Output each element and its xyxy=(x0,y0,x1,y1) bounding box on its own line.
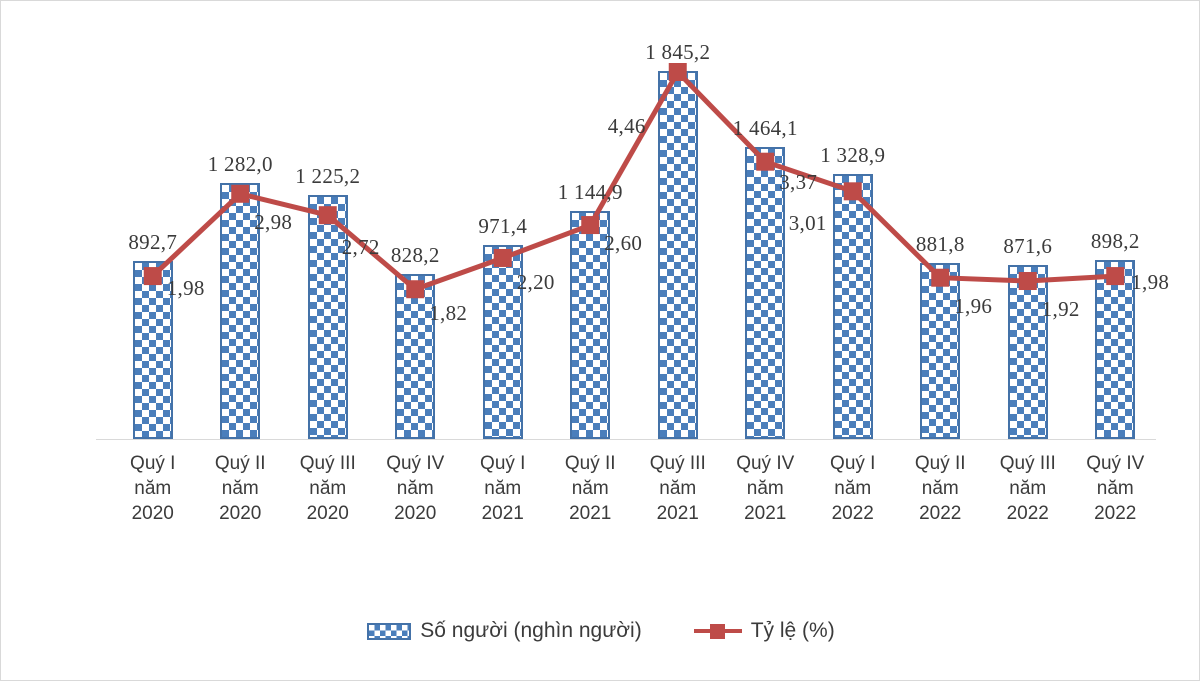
bar-4[interactable] xyxy=(395,273,436,439)
category-label-line: 2022 xyxy=(1094,503,1137,524)
category-label-line: 2021 xyxy=(744,503,787,524)
bar-value-label-12: 898,2 xyxy=(1090,228,1140,253)
category-label-9: Quý I năm 2022 xyxy=(809,451,897,526)
category-label-line: năm xyxy=(834,478,872,499)
bar-value-label-5: 971,4 xyxy=(478,214,528,239)
category-label-line: Quý III xyxy=(649,453,706,474)
category-label-line: năm xyxy=(659,478,697,499)
legend-item-bar-series[interactable]: Số người (nghìn người) xyxy=(367,619,642,643)
chart-legend: Số người (nghìn người) Tỷ lệ (%) xyxy=(1,619,1199,643)
category-label-line: Quý I xyxy=(130,453,176,474)
category-label-line: Quý IV xyxy=(386,453,445,474)
category-label-line: năm xyxy=(396,478,434,499)
bar-value-label-3: 1 225,2 xyxy=(295,163,361,188)
legend-item-line-series[interactable]: Tỷ lệ (%) xyxy=(693,619,835,643)
legend-item-label: Tỷ lệ (%) xyxy=(750,619,835,642)
bar-value-label-2: 1 282,0 xyxy=(207,152,273,177)
x-axis-line xyxy=(96,439,1156,440)
bar-7[interactable] xyxy=(657,71,698,439)
line-value-label-10: 1,96 xyxy=(954,293,993,318)
line-value-label-11: 1,92 xyxy=(1041,297,1080,321)
line-value-label-9: 3,01 xyxy=(788,211,827,236)
category-label-line: năm xyxy=(221,478,259,499)
bar-3[interactable] xyxy=(307,194,348,439)
category-label-4: Quý IV năm 2020 xyxy=(372,451,460,526)
bar-10[interactable] xyxy=(920,263,961,439)
category-label-line: năm xyxy=(571,478,609,499)
category-label-8: Quý IV năm 2021 xyxy=(722,451,810,526)
legend-item-label: Số người (nghìn người) xyxy=(420,619,642,642)
bar-value-label-1: 892,7 xyxy=(128,229,178,254)
category-label-line: 2022 xyxy=(1006,503,1049,524)
category-label-line: năm xyxy=(1096,478,1134,499)
category-label-10: Quý II năm 2022 xyxy=(897,451,985,526)
line-value-label-12: 1,98 xyxy=(1131,270,1170,295)
category-label-line: Quý I xyxy=(830,453,876,474)
category-label-line: 2022 xyxy=(919,503,962,524)
category-label-line: Quý III xyxy=(999,453,1056,474)
category-label-line: Quý II xyxy=(914,453,966,474)
bar-value-label-8: 1 464,1 xyxy=(732,116,798,140)
category-label-line: năm xyxy=(746,478,784,499)
line-marker-icon xyxy=(693,622,742,640)
line-value-label-3: 2,72 xyxy=(341,235,380,260)
category-label-line: năm xyxy=(134,478,172,499)
category-label-line: năm xyxy=(309,478,347,499)
category-label-line: 2020 xyxy=(394,503,437,524)
category-label-line: 2022 xyxy=(831,503,874,524)
category-label-line: 2020 xyxy=(219,503,262,524)
category-label-line: 2020 xyxy=(306,503,349,524)
category-label-line: Quý IV xyxy=(736,453,795,474)
category-label-6: Quý II năm 2021 xyxy=(547,451,635,526)
category-label-line: 2021 xyxy=(569,503,612,524)
category-label-12: Quý IV năm 2022 xyxy=(1072,451,1160,526)
category-label-line: Quý I xyxy=(480,453,526,474)
category-label-line: 2021 xyxy=(656,503,699,524)
bar-9[interactable] xyxy=(832,173,873,439)
bar-12[interactable] xyxy=(1095,259,1136,439)
bar-value-label-7: 1 845,2 xyxy=(645,40,711,64)
bar-value-label-10: 881,8 xyxy=(915,232,965,257)
category-label-line: 2020 xyxy=(131,503,174,524)
category-label-line: Quý II xyxy=(214,453,266,474)
category-label-3: Quý III năm 2020 xyxy=(284,451,372,526)
bar-11[interactable] xyxy=(1007,265,1048,439)
category-label-7: Quý III năm 2021 xyxy=(634,451,722,526)
line-value-label-4: 1,82 xyxy=(429,301,468,326)
bar-value-label-9: 1 328,9 xyxy=(820,142,886,167)
category-label-line: Quý II xyxy=(564,453,616,474)
category-label-line: năm xyxy=(921,478,959,499)
line-value-label-7: 4,46 xyxy=(607,114,646,138)
category-label-line: Quý III xyxy=(299,453,356,474)
category-label-line: 2021 xyxy=(481,503,524,524)
bar-value-label-11: 871,6 xyxy=(1003,234,1053,259)
category-label-line: năm xyxy=(484,478,522,499)
bar-swatch-icon xyxy=(367,622,412,640)
bar-value-label-4: 828,2 xyxy=(390,242,440,267)
line-value-label-1: 1,98 xyxy=(166,276,205,301)
category-label-11: Quý III năm 2022 xyxy=(984,451,1072,526)
category-label-line: năm xyxy=(1009,478,1047,499)
category-label-1: Quý I năm 2020 xyxy=(109,451,197,526)
category-label-5: Quý I năm 2021 xyxy=(459,451,547,526)
bar-value-label-6: 1 144,9 xyxy=(557,179,623,204)
legend-line-marker xyxy=(709,624,725,639)
category-label-line: Quý IV xyxy=(1086,453,1145,474)
line-value-label-6: 2,60 xyxy=(604,231,643,256)
line-value-label-5: 2,20 xyxy=(516,269,555,294)
category-label-2: Quý II năm 2020 xyxy=(197,451,285,526)
line-value-label-2: 2,98 xyxy=(254,209,293,234)
line-value-label-8: 3,37 xyxy=(779,169,818,194)
